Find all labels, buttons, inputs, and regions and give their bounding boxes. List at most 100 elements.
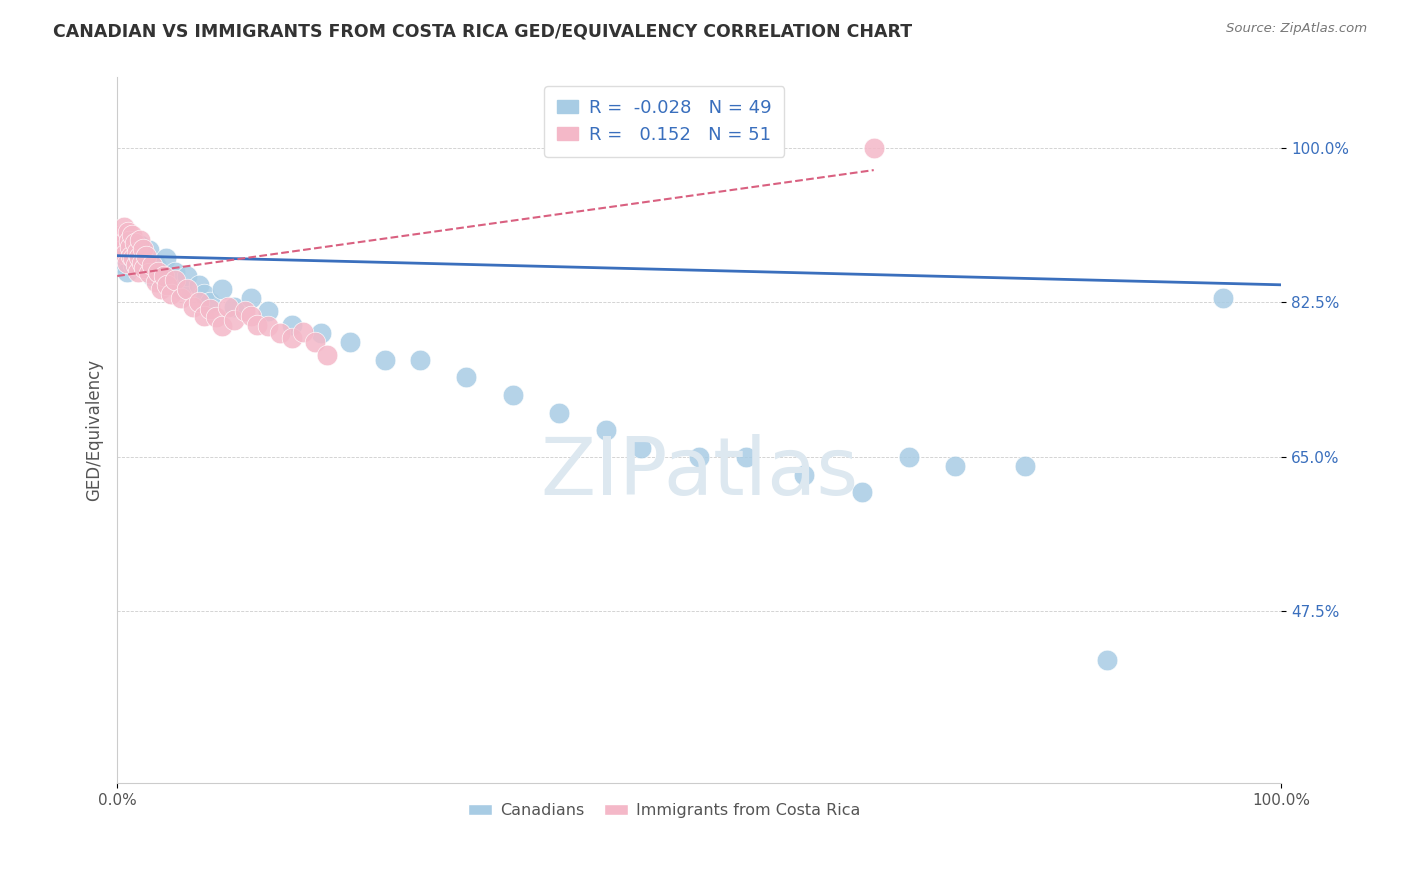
Point [111, 243, 134, 257]
Point [117, 225, 139, 239]
Point [150, 273, 173, 287]
Point [150, 282, 173, 296]
Point [165, 264, 187, 278]
Point [118, 240, 141, 254]
Point [304, 335, 326, 350]
Point [456, 370, 478, 384]
Point [121, 249, 143, 263]
Point [269, 326, 291, 341]
Point [734, 450, 756, 464]
Point [141, 268, 163, 283]
Point [240, 291, 263, 305]
Point [374, 352, 396, 367]
Point [246, 318, 269, 332]
Point [118, 234, 141, 248]
Point [181, 300, 204, 314]
Point [152, 268, 174, 283]
Point [688, 450, 710, 464]
Point [211, 319, 233, 334]
Point [128, 260, 150, 275]
Point [138, 266, 160, 280]
Point [118, 243, 141, 257]
Point [217, 300, 239, 314]
Point [146, 264, 169, 278]
Point [132, 260, 155, 275]
Point [176, 268, 198, 283]
Point [292, 325, 315, 339]
Point [222, 313, 245, 327]
Point [257, 319, 280, 334]
Point [200, 295, 222, 310]
Point [205, 310, 228, 325]
Point [114, 252, 136, 266]
Point [502, 388, 524, 402]
Point [187, 277, 209, 292]
Point [114, 247, 136, 261]
Legend: Canadians, Immigrants from Costa Rica: Canadians, Immigrants from Costa Rica [463, 797, 866, 825]
Point [257, 304, 280, 318]
Point [141, 258, 163, 272]
Point [222, 300, 245, 314]
Point [127, 247, 149, 261]
Point [125, 254, 148, 268]
Text: Source: ZipAtlas.com: Source: ZipAtlas.com [1226, 22, 1367, 36]
Point [200, 301, 222, 316]
Point [943, 458, 966, 473]
Point [115, 256, 138, 270]
Point [111, 234, 134, 248]
Point [851, 485, 873, 500]
Point [145, 258, 167, 272]
Point [120, 234, 142, 248]
Point [127, 264, 149, 278]
Point [120, 249, 142, 263]
Point [156, 277, 179, 292]
Point [281, 331, 304, 345]
Point [1212, 291, 1234, 305]
Point [135, 256, 157, 270]
Point [309, 326, 332, 341]
Point [124, 236, 146, 251]
Point [145, 275, 167, 289]
Point [1095, 653, 1118, 667]
Point [125, 245, 148, 260]
Point [132, 252, 155, 266]
Point [135, 249, 157, 263]
Point [187, 295, 209, 310]
Point [128, 251, 150, 265]
Point [121, 227, 143, 242]
Point [862, 141, 884, 155]
Text: CANADIAN VS IMMIGRANTS FROM COSTA RICA GED/EQUIVALENCY CORRELATION CHART: CANADIAN VS IMMIGRANTS FROM COSTA RICA G… [53, 22, 912, 40]
Point [131, 256, 153, 270]
Point [409, 352, 432, 367]
Text: ZIPatlas: ZIPatlas [540, 434, 858, 512]
Point [124, 245, 146, 260]
Point [630, 441, 652, 455]
Y-axis label: GED/Equivalency: GED/Equivalency [86, 359, 103, 501]
Point [115, 264, 138, 278]
Point [159, 286, 181, 301]
Point [176, 282, 198, 296]
Point [897, 450, 920, 464]
Point [132, 242, 155, 256]
Point [129, 233, 152, 247]
Point [125, 258, 148, 272]
Point [170, 291, 193, 305]
Point [112, 220, 135, 235]
Point [1014, 458, 1036, 473]
Point [211, 282, 233, 296]
Point [155, 252, 177, 266]
Point [193, 286, 215, 301]
Point [240, 309, 263, 323]
Point [281, 318, 304, 332]
Point [315, 348, 337, 362]
Point [111, 238, 134, 252]
Point [793, 467, 815, 482]
Point [129, 238, 152, 252]
Point [122, 252, 145, 266]
Point [233, 304, 256, 318]
Point [165, 273, 187, 287]
Point [138, 243, 160, 257]
Point [339, 335, 361, 350]
Point [170, 282, 193, 296]
Point [548, 406, 571, 420]
